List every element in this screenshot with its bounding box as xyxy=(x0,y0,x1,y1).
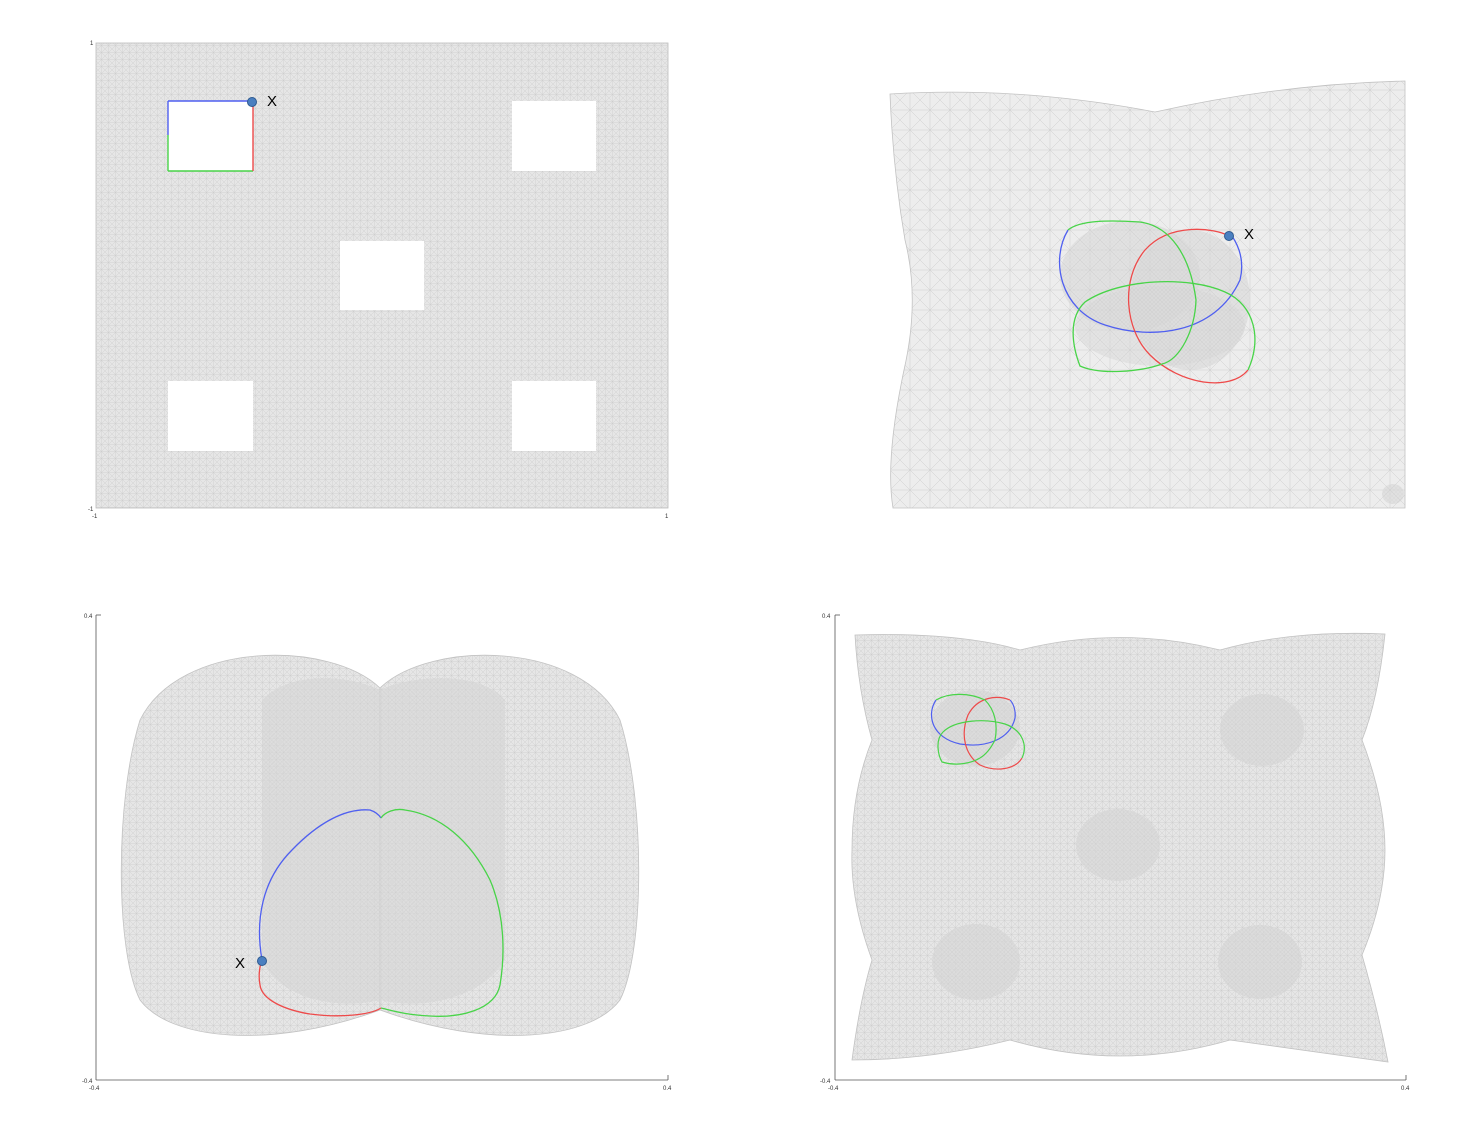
tick-y-max: 1 xyxy=(90,41,94,47)
dense-patch-center xyxy=(1076,809,1160,881)
tick-y-min: -0.4 xyxy=(820,1079,831,1085)
panel-top-right: X xyxy=(889,80,1406,509)
curve-blue xyxy=(258,809,382,961)
tick-y-min: -1 xyxy=(88,507,94,513)
curve-green-bottom xyxy=(937,720,1025,765)
tick-x-min: -0.4 xyxy=(89,1086,100,1092)
panel-bottom-left: X 0.4 -0.4 -0.4 0.4 xyxy=(82,614,672,1092)
dense-patch-br xyxy=(1218,925,1302,999)
curve-blue xyxy=(1058,229,1243,333)
dense-region-c xyxy=(1075,286,1245,366)
hole-bottom-left xyxy=(168,381,253,451)
hole-bottom-right xyxy=(512,381,596,451)
tick-x-min: -0.4 xyxy=(828,1086,839,1092)
tick-y-min: -0.4 xyxy=(82,1079,93,1085)
curve-green-bottom xyxy=(1072,281,1256,373)
tick-x-min: -1 xyxy=(92,514,98,520)
point-label: X xyxy=(1244,226,1254,243)
marker-point xyxy=(1224,231,1234,241)
mesh-dense-overlap xyxy=(262,678,505,1004)
curve-red xyxy=(963,696,1023,770)
tick-y-max: 0.4 xyxy=(84,614,93,620)
point-label: X xyxy=(235,955,245,972)
marker-point xyxy=(247,97,257,107)
dense-patch-tl xyxy=(930,690,1020,766)
hole-top-left xyxy=(168,101,253,171)
tick-x-max: 0.4 xyxy=(663,1086,672,1092)
curve-green-top xyxy=(1067,220,1197,365)
tick-x-max: 1 xyxy=(665,514,669,520)
dense-corner xyxy=(1382,484,1404,504)
dense-patch-bl xyxy=(932,924,1020,1000)
point-label: X xyxy=(267,93,277,110)
hole-center xyxy=(340,241,424,310)
dense-patch-tr xyxy=(1220,694,1304,766)
curve-green-top xyxy=(935,693,997,759)
tick-x-max: 0.4 xyxy=(1401,1086,1410,1092)
curve-red xyxy=(258,959,382,1017)
tick-y-max: 0.4 xyxy=(822,614,831,620)
hole-top-right xyxy=(512,101,596,171)
curve-red xyxy=(1128,228,1249,384)
panel-top-left: X 1 -1 -1 1 xyxy=(88,41,669,520)
marker-point xyxy=(257,956,267,966)
panel-bottom-right: 0.4 -0.4 -0.4 0.4 xyxy=(820,614,1410,1092)
curve-blue xyxy=(930,699,1016,746)
curve-green xyxy=(380,808,504,1017)
